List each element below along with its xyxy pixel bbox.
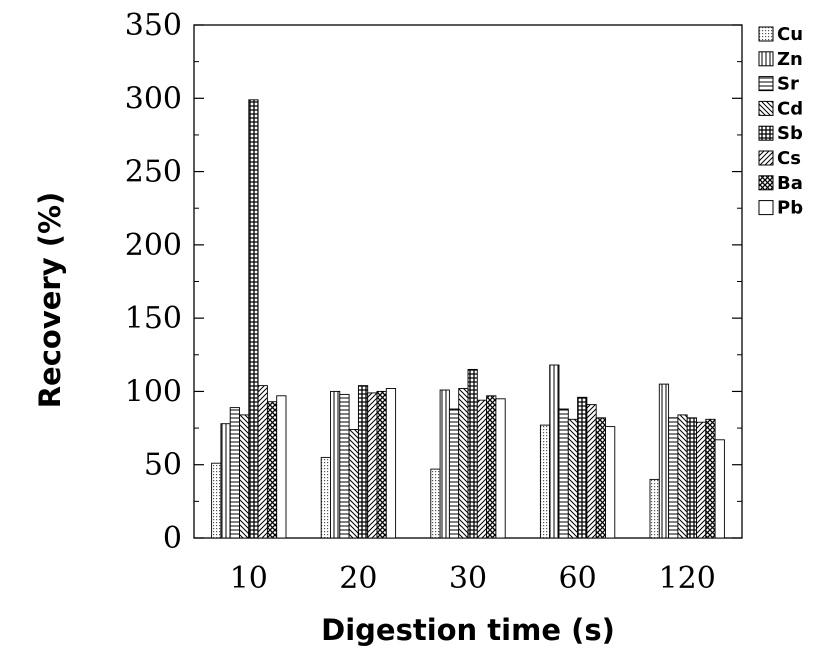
y-tick-label: 200 [125, 228, 182, 263]
y-tick-label: 0 [163, 521, 182, 556]
legend-label-cs: Cs [777, 148, 801, 169]
bar-sb-20 [357, 385, 369, 539]
y-tick-label: 350 [125, 8, 182, 43]
x-tick-label: 20 [339, 561, 377, 596]
bar-zn-30 [439, 389, 450, 539]
legend-swatch-ba [758, 175, 774, 191]
bar-ba-120 [705, 418, 716, 539]
legend-label-cd: Cd [777, 98, 803, 119]
x-tick-label: 10 [230, 561, 268, 596]
legend-swatch-cs [758, 150, 774, 166]
x-tick-label: 30 [449, 561, 487, 596]
legend-label-sr: Sr [777, 74, 799, 95]
bar-cu-30 [430, 468, 441, 539]
y-tick-label: 300 [125, 81, 182, 116]
bar-sr-20 [339, 393, 350, 539]
bar-cs-60 [586, 404, 597, 539]
bar-sr-120 [668, 417, 679, 539]
legend-swatch-sb [758, 125, 774, 141]
bar-zn-10 [220, 423, 231, 539]
legend-swatch-zn [758, 51, 774, 67]
y-tick-label: 150 [125, 301, 182, 336]
x-tick-label: 60 [559, 561, 597, 596]
bar-sr-30 [448, 408, 460, 539]
bar-cd-60 [567, 418, 579, 539]
legend-label-pb: Pb [777, 198, 803, 219]
legend-label-cu: Cu [777, 24, 803, 45]
bar-pb-60 [605, 426, 616, 539]
bar-cd-10 [239, 414, 250, 539]
bar-sb-60 [577, 396, 588, 539]
bar-ba-60 [595, 417, 606, 539]
bar-cu-10 [211, 462, 222, 539]
y-tick-label: 100 [125, 374, 182, 409]
legend-label-ba: Ba [777, 173, 803, 194]
bar-sb-120 [686, 417, 697, 539]
legend-swatch-sr [758, 76, 774, 92]
bar-sb-30 [467, 368, 478, 539]
bar-ba-10 [266, 401, 278, 539]
x-axis: 10 20 30 60 120 [230, 530, 716, 596]
legend: Cu Zn Sr Cd Sb Cs Ba Pb [758, 24, 803, 219]
bar-zn-120 [658, 383, 670, 539]
bar-sr-10 [229, 407, 240, 539]
legend-swatch-cu [758, 26, 774, 42]
bar-cu-60 [539, 424, 551, 539]
y-axis-title: Recovery (%) [33, 192, 67, 409]
bar-sb-10 [248, 99, 259, 539]
x-axis-title: Digestion time (s) [321, 613, 615, 647]
y-tick-label: 50 [144, 448, 182, 483]
bar-ba-20 [376, 390, 387, 539]
bar-cs-30 [476, 399, 488, 539]
x-tick-label: 120 [659, 561, 716, 596]
y-tick-label: 250 [125, 155, 182, 190]
bar-zn-60 [549, 364, 560, 539]
legend-label-zn: Zn [777, 49, 803, 70]
y-axis: 0 50 100 150 200 250 300 350 [125, 8, 742, 556]
bar-cu-20 [320, 456, 331, 539]
legend-swatch-pb [758, 200, 774, 216]
bar-cs-10 [257, 385, 268, 539]
bar-pb-30 [495, 398, 506, 539]
legend-label-sb: Sb [777, 123, 803, 144]
bar-cs-20 [367, 392, 378, 539]
bar-cd-20 [348, 429, 359, 539]
bar-cu-120 [649, 478, 660, 539]
bar-pb-10 [276, 395, 287, 539]
bar-zn-20 [330, 390, 341, 539]
bar-sr-60 [558, 408, 569, 539]
bar-pb-20 [385, 388, 397, 539]
bar-ba-30 [486, 395, 497, 539]
bar-cd-120 [677, 414, 688, 539]
bar-pb-120 [714, 439, 725, 539]
bar-cs-120 [696, 421, 707, 539]
bars-group [211, 99, 725, 539]
bar-cd-30 [458, 388, 469, 539]
legend-swatch-cd [758, 100, 774, 116]
